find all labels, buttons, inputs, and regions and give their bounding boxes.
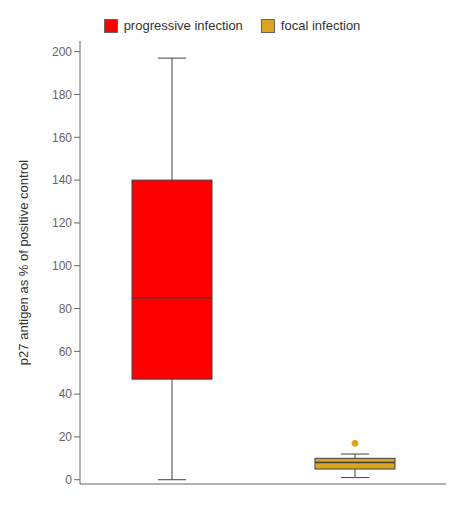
html-text:focal infection: focal infection (280, 18, 361, 33)
svg-text:100: 100 (52, 259, 72, 273)
svg-text:160: 160 (52, 131, 72, 145)
html-text:progressive infection: progressive infection (123, 18, 243, 33)
svg-text:60: 60 (59, 345, 73, 359)
svg-text:180: 180 (52, 88, 72, 102)
svg-text:20: 20 (59, 430, 73, 444)
svg-text:120: 120 (52, 216, 72, 230)
svg-text:0: 0 (65, 473, 72, 487)
svg-text:200: 200 (52, 45, 72, 59)
svg-text:80: 80 (59, 302, 73, 316)
svg-text:40: 40 (59, 387, 73, 401)
svg-text:140: 140 (52, 173, 72, 187)
svg-text:p27 antigen as % of positive c: p27 antigen as % of positive control (16, 160, 31, 365)
